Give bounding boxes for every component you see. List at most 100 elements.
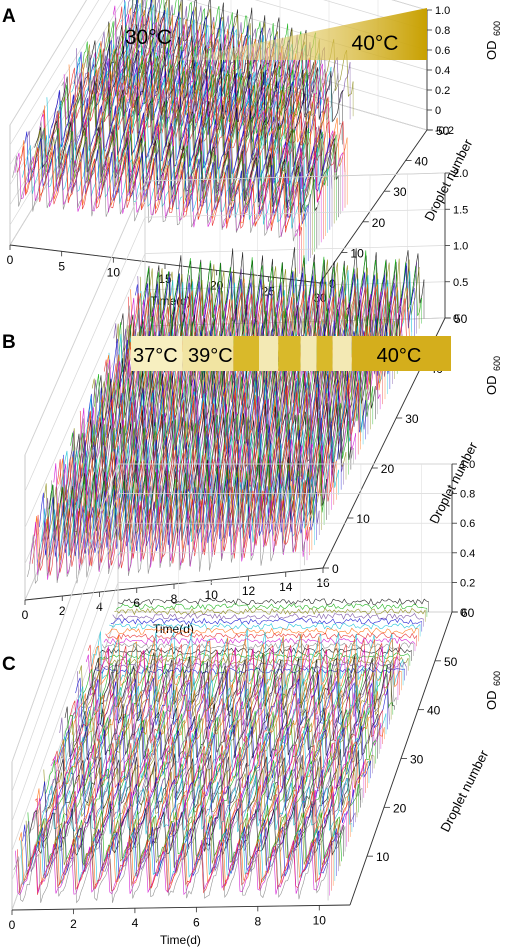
x-tick-label: 10	[313, 913, 327, 927]
z-gridline	[9, 3, 134, 206]
z-tick-label: 0.6	[435, 45, 450, 57]
z-tick-label: 1.0	[453, 241, 468, 253]
trace-droplet	[29, 495, 308, 581]
z-gridline	[24, 253, 146, 528]
trace-droplet	[15, 839, 330, 896]
y-tick-label: 20	[393, 801, 407, 815]
y-tick-label: 10	[356, 512, 370, 526]
z-axis-label-main: OD	[484, 691, 499, 711]
trace-droplet	[68, 692, 382, 750]
trace-droplet	[18, 830, 334, 890]
z-gridline	[11, 463, 119, 763]
y-tick-label: 30	[393, 185, 407, 199]
trace-droplet	[22, 135, 307, 229]
trace-droplet	[72, 397, 352, 481]
panel-letter: B	[2, 332, 16, 353]
z-gridline	[9, 0, 112, 166]
z-gridline	[11, 552, 119, 851]
trace-droplet	[65, 413, 344, 499]
y-axis	[319, 129, 428, 284]
x-tick-label: 0	[22, 608, 29, 622]
y-tick-label: 10	[350, 246, 364, 260]
trace-droplet	[43, 764, 358, 821]
y-tick-label: 50	[444, 655, 458, 669]
trace-droplet	[13, 845, 329, 904]
z-axis-label-main: OD	[484, 41, 499, 61]
trace-droplet	[31, 127, 315, 214]
trace-droplet	[91, 629, 404, 686]
y-tick-label: 40	[415, 155, 429, 169]
trace-droplet	[25, 812, 341, 868]
y-tick-label: 50	[454, 312, 468, 326]
y-tick-label: 0	[332, 562, 339, 576]
trace-droplet	[142, 250, 422, 327]
x-tick-label: 10	[205, 588, 219, 602]
z-axis-label-sub: 600	[492, 671, 502, 686]
z-tick-label: 0	[435, 105, 441, 117]
z-gridline	[24, 217, 146, 492]
x-tick-label: 5	[58, 259, 65, 273]
x-tick-label: 0	[7, 253, 14, 267]
z-tick-label: 0.5	[453, 277, 468, 289]
y-axis-label: Droplet number	[437, 747, 491, 834]
trace-droplet	[83, 40, 308, 137]
z-tick-label: 1.0	[435, 5, 450, 17]
trace-droplet	[110, 617, 422, 625]
trace-droplet	[95, 42, 272, 132]
trace-droplet	[32, 789, 348, 850]
x-tick-label: 6	[193, 915, 200, 929]
trace-droplet	[29, 801, 344, 859]
x-tick-label: 4	[96, 600, 103, 614]
trace-droplet	[130, 278, 410, 352]
trace-droplet	[82, 652, 395, 711]
z-axis-label: OD 600	[484, 356, 502, 395]
temperature-step	[316, 336, 333, 371]
z-axis-label-main: OD	[484, 376, 499, 396]
trace-droplet	[31, 480, 310, 576]
z-gridline	[11, 523, 119, 822]
z-axis-label: OD 600	[484, 21, 502, 60]
z-axis-label-sub: 600	[492, 356, 502, 371]
trace-droplet	[62, 709, 377, 765]
z-tick-label: 0.4	[435, 65, 450, 77]
temperature-step	[131, 336, 183, 371]
trace-droplet	[50, 742, 365, 801]
trace-droplet	[22, 819, 337, 879]
y-tick-label: 50	[436, 124, 450, 138]
trace-droplet	[36, 110, 320, 212]
x-axis	[11, 904, 351, 911]
trace-droplet	[14, 152, 300, 237]
z-tick-label: 0	[453, 313, 459, 325]
z-axis-label-sub: 600	[492, 21, 502, 36]
trace-droplet	[38, 775, 353, 835]
trace-droplet	[103, 637, 416, 645]
trace-droplet	[45, 757, 359, 815]
trace-droplet	[24, 818, 339, 873]
y-tick-label: 40	[427, 704, 441, 718]
y-axis	[349, 611, 453, 906]
x-tick-label: 2	[70, 917, 77, 931]
x-tick-label: 4	[132, 916, 139, 930]
temperature-step	[259, 336, 279, 371]
trace-droplet	[36, 476, 315, 566]
y-axis-label: Droplet number	[426, 439, 480, 526]
x-tick-label: 14	[279, 580, 293, 594]
z-tick-label: 0	[460, 607, 466, 619]
x-tick-label: 0	[9, 918, 16, 932]
trace-droplet	[73, 51, 275, 146]
trace-droplet	[49, 90, 331, 192]
temp-end-label: 40°C	[352, 32, 399, 55]
trace-droplet	[46, 451, 325, 544]
trace-droplet	[87, 639, 400, 697]
trace-droplet	[117, 597, 429, 606]
trace-droplet	[34, 785, 349, 846]
z-tick-label: 0.2	[435, 85, 450, 97]
x-tick-label: 8	[171, 592, 178, 606]
z-axis-label: OD 600	[484, 671, 502, 710]
temperature-gradient	[175, 8, 427, 60]
x-tick-label: 12	[242, 584, 256, 598]
trace-droplet	[100, 647, 412, 655]
z-tick-label: 0.8	[460, 489, 475, 501]
trace-droplet	[116, 603, 427, 610]
